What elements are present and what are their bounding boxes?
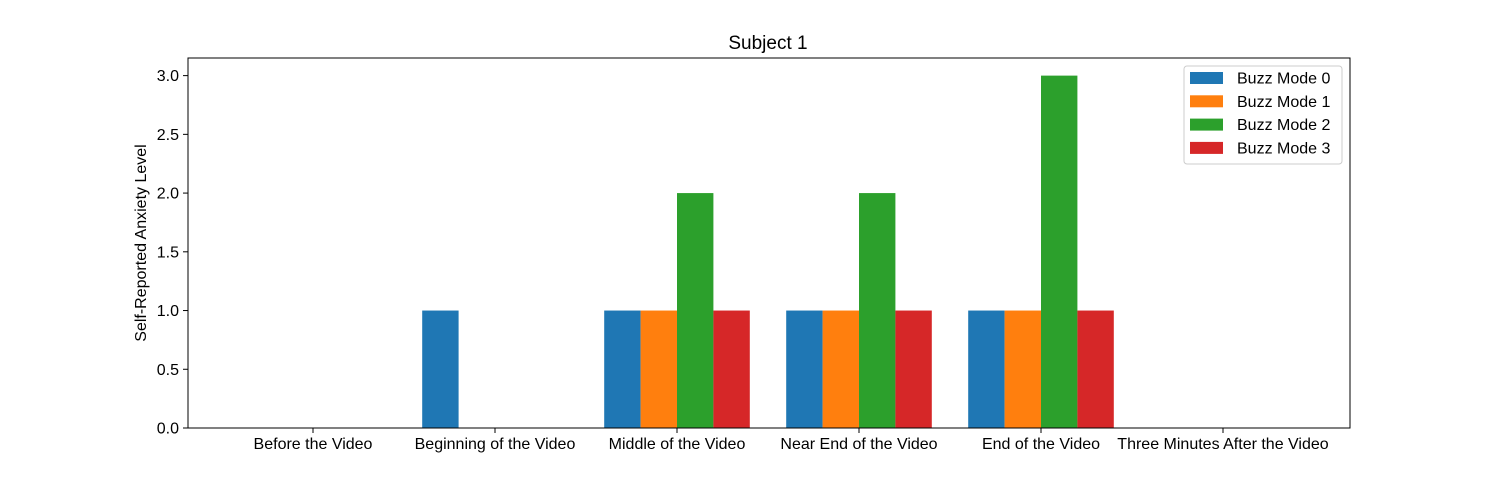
legend-swatch bbox=[1190, 118, 1223, 131]
legend-frame bbox=[1183, 65, 1343, 165]
bar-buzz-mode-1-2 bbox=[640, 310, 677, 428]
bar-buzz-mode-3-3 bbox=[895, 310, 932, 428]
legend-label: Buzz Mode 0 bbox=[1237, 71, 1330, 88]
x-tick-label: Beginning of the Video bbox=[415, 436, 576, 453]
x-tick-label: Three Minutes After the Video bbox=[1117, 436, 1328, 453]
bar-buzz-mode-2-2 bbox=[677, 193, 714, 428]
plot-frame bbox=[187, 57, 1351, 429]
bar-buzz-mode-2-3 bbox=[859, 193, 896, 428]
legend-swatch bbox=[1190, 72, 1223, 84]
x-tick-label: Near End of the Video bbox=[780, 436, 937, 453]
bar-buzz-mode-0-1 bbox=[422, 310, 459, 428]
legend-label: Buzz Mode 3 bbox=[1237, 140, 1330, 157]
bar-buzz-mode-0-4 bbox=[968, 310, 1005, 428]
y-tick-label: 2.0 bbox=[157, 186, 179, 203]
bar-buzz-mode-0-2 bbox=[604, 310, 641, 428]
legend-label: Buzz Mode 1 bbox=[1237, 94, 1330, 111]
y-tick-label: 3.0 bbox=[157, 68, 179, 85]
y-tick-label: 1.5 bbox=[157, 244, 179, 261]
y-tick-label: 0.0 bbox=[157, 421, 179, 438]
bar-buzz-mode-1-3 bbox=[822, 310, 859, 428]
y-axis-label: Self-Reported Anxiety Level bbox=[133, 144, 150, 341]
bar-buzz-mode-0-3 bbox=[786, 310, 823, 428]
bar-buzz-mode-1-4 bbox=[1004, 310, 1041, 428]
legend-label: Buzz Mode 2 bbox=[1237, 117, 1330, 134]
y-tick-label: 0.5 bbox=[157, 362, 179, 379]
x-tick-label: Middle of the Video bbox=[609, 436, 746, 453]
legend-swatch bbox=[1190, 95, 1223, 108]
bar-buzz-mode-3-4 bbox=[1077, 310, 1114, 428]
y-tick-label: 1.0 bbox=[157, 303, 179, 320]
bar-buzz-mode-3-2 bbox=[713, 310, 750, 428]
x-axis: Before the Video Beginning of the Video Mi… bbox=[254, 428, 1329, 453]
x-tick-label: End of the Video bbox=[982, 436, 1100, 453]
bars-group bbox=[422, 75, 1114, 429]
chart-title: Subject 1 bbox=[728, 33, 807, 54]
bar-buzz-mode-2-4 bbox=[1041, 75, 1078, 429]
legend-swatch bbox=[1190, 141, 1223, 154]
y-tick-label: 2.5 bbox=[157, 127, 179, 144]
x-tick-label: Before the Video bbox=[254, 436, 373, 453]
y-axis: 0.0 0.5 1.0 1.5 2.0 2.5 3.0 bbox=[157, 68, 188, 438]
legend: Buzz Mode 0 Buzz Mode 1 Buzz Mode 2 Buzz Mo… bbox=[1183, 65, 1343, 165]
